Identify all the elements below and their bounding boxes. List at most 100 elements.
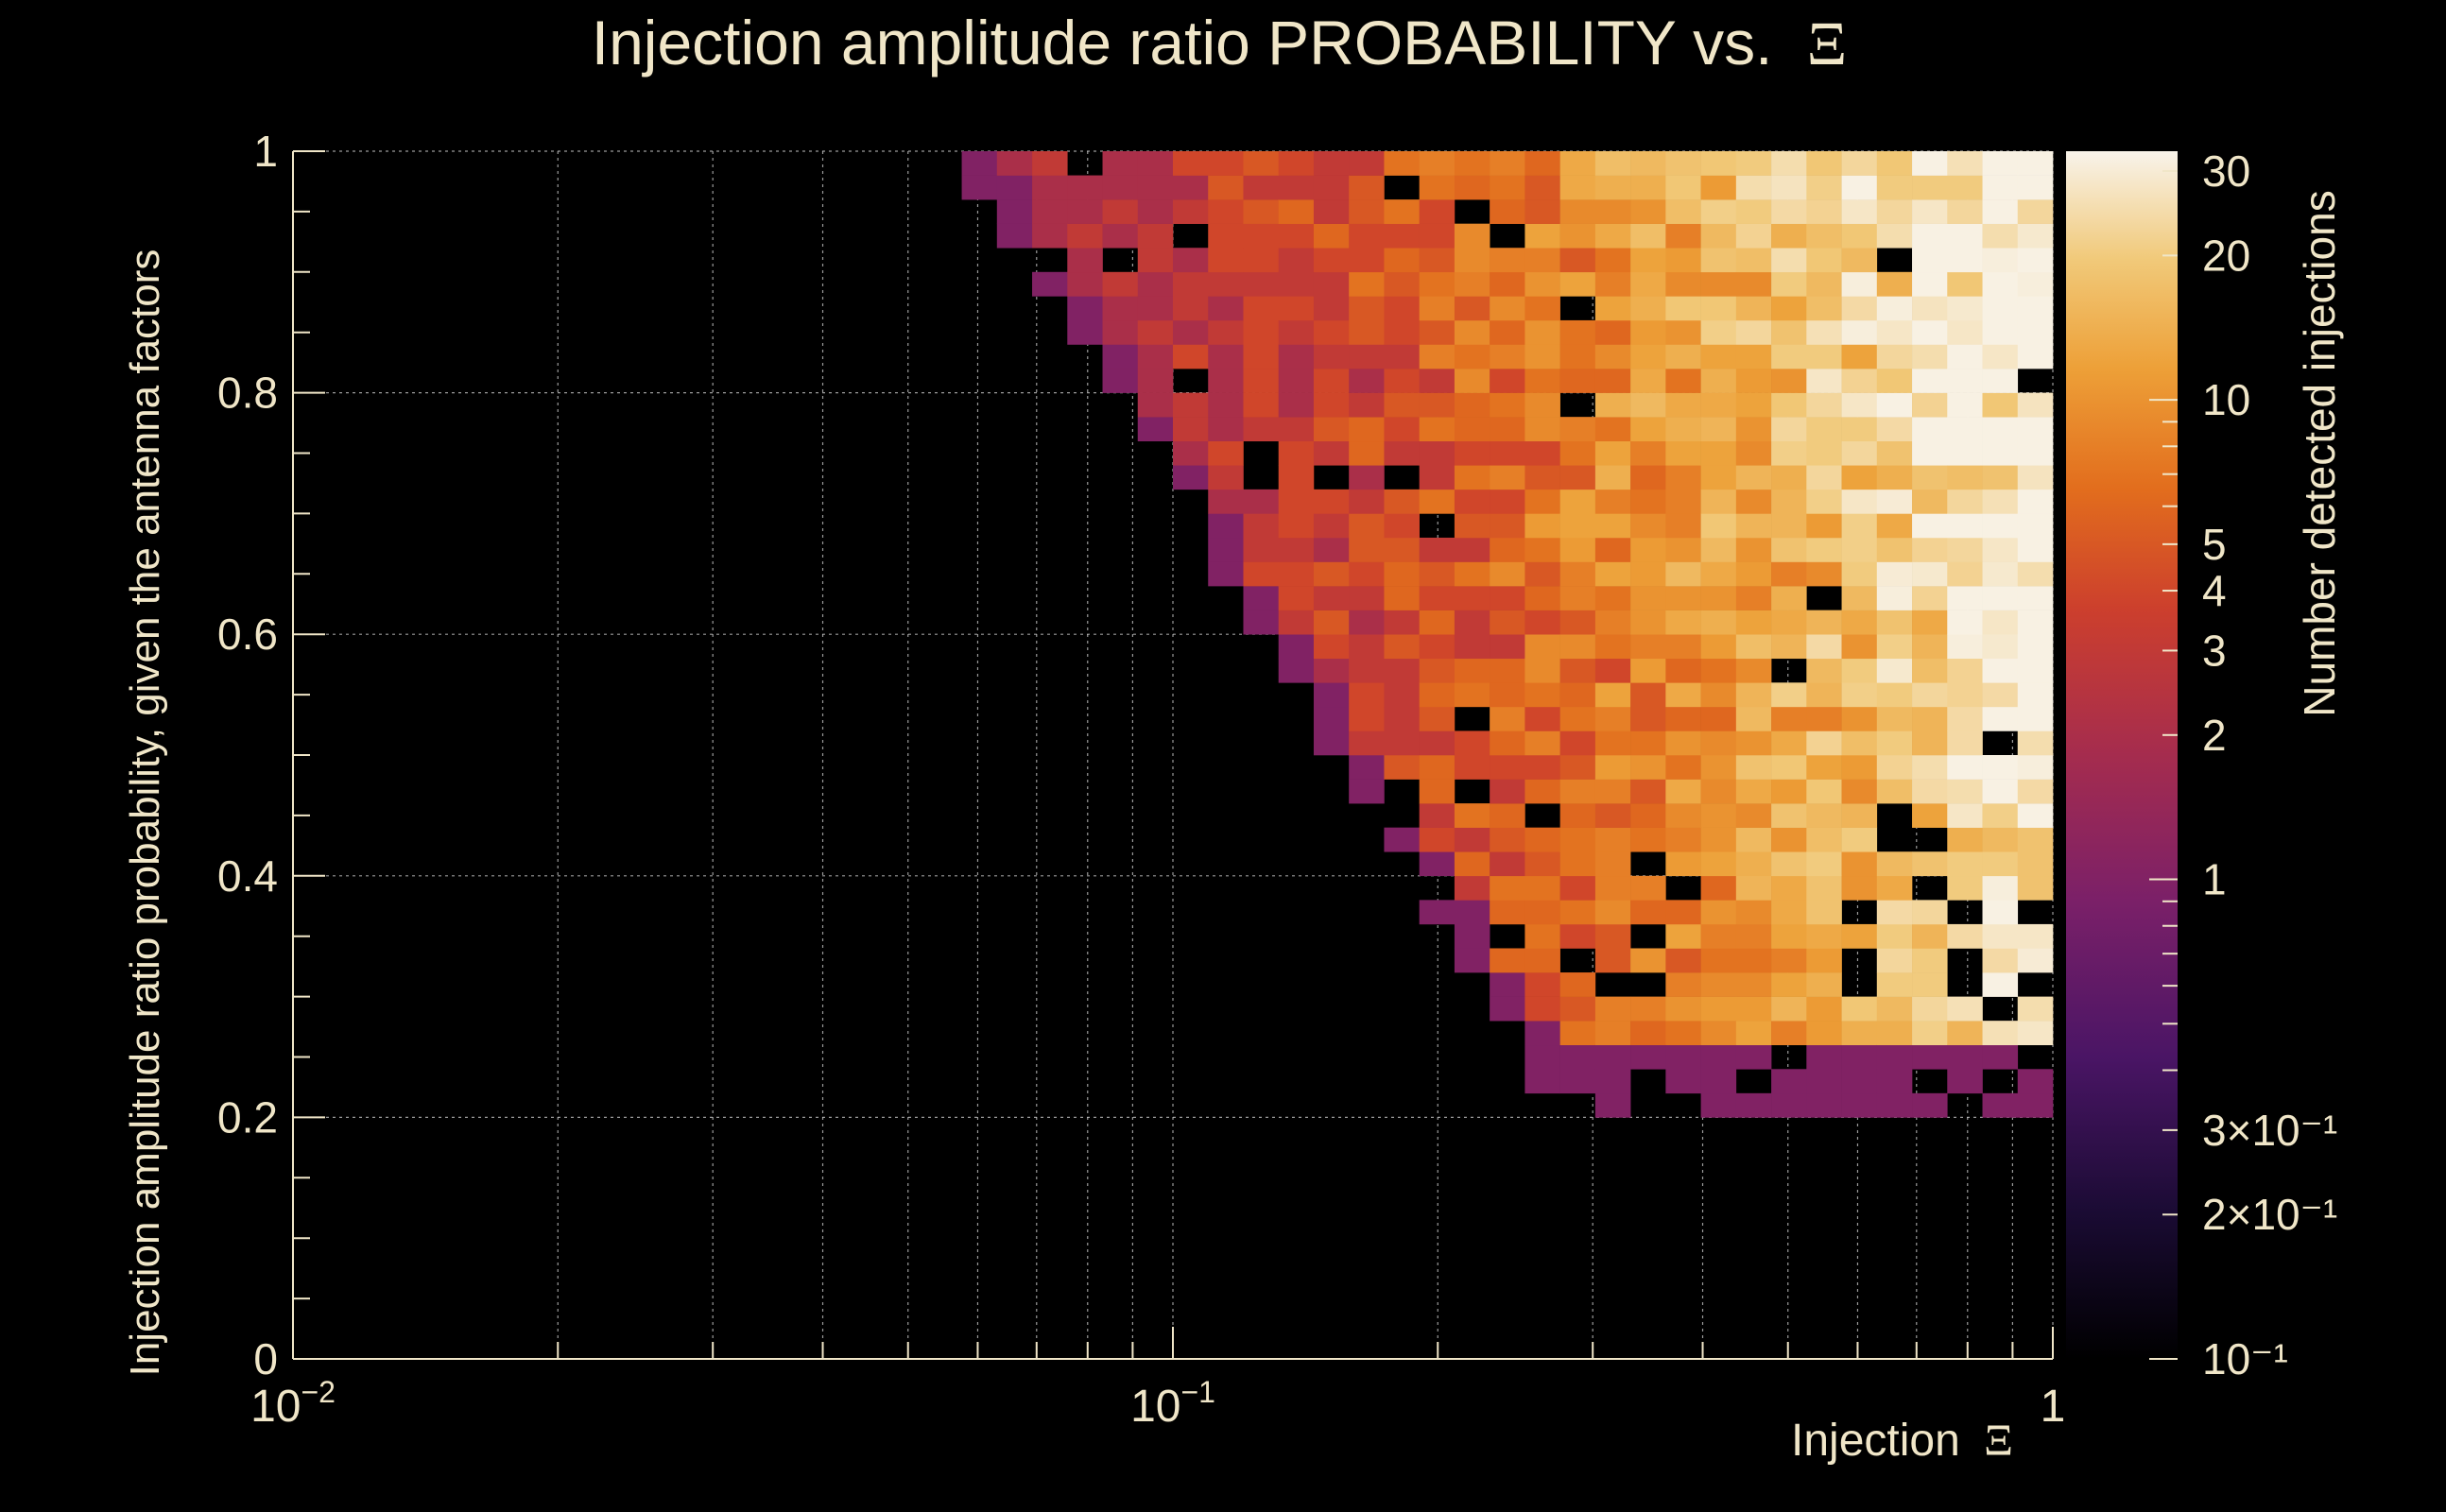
- heatmap-cell: [1559, 465, 1596, 490]
- heatmap-cell: [1841, 561, 1878, 587]
- heatmap-cell: [1806, 779, 1842, 804]
- heatmap-cell: [1313, 610, 1350, 635]
- heatmap-cell: [1665, 271, 1701, 297]
- heatmap-cell: [1173, 392, 1209, 418]
- heatmap-cell: [1665, 440, 1701, 466]
- heatmap-cell: [1806, 271, 1842, 297]
- heatmap-cell: [1594, 730, 1631, 756]
- heatmap-cell: [1982, 1021, 2019, 1046]
- heatmap-cell: [1665, 755, 1701, 780]
- heatmap-cell: [1735, 996, 1772, 1022]
- heatmap-cell: [2017, 151, 2054, 176]
- heatmap-cell: [2017, 658, 2054, 683]
- heatmap-cell: [1735, 417, 1772, 442]
- y-tick-label: 1: [253, 127, 278, 176]
- heatmap-cell: [1665, 634, 1701, 660]
- heatmap-cell: [1594, 875, 1631, 901]
- heatmap-cell: [1102, 296, 1139, 321]
- heatmap-cell: [1243, 199, 1280, 224]
- heatmap-cell: [1912, 175, 1948, 200]
- heatmap-cell: [1490, 682, 1525, 708]
- heatmap-cell: [1594, 1021, 1631, 1046]
- heatmap-cell: [2017, 610, 2054, 635]
- heatmap-cell: [1524, 465, 1560, 490]
- heatmap-cell: [1243, 369, 1280, 393]
- heatmap-cell: [1278, 537, 1315, 562]
- heatmap-cell: [1700, 923, 1737, 949]
- heatmap-cell: [1806, 248, 1842, 273]
- heatmap-cell: [1524, 586, 1560, 610]
- heatmap-cell: [1841, 1044, 1878, 1070]
- heatmap-cell: [1912, 610, 1948, 635]
- heatmap-cell: [1524, 561, 1560, 587]
- heatmap-cell: [1524, 319, 1560, 345]
- heatmap-cell: [1594, 1092, 1631, 1118]
- heatmap-cell: [1982, 489, 2019, 514]
- heatmap-cell: [1665, 682, 1701, 708]
- heatmap-cell: [1876, 440, 1913, 466]
- heatmap-cell: [1208, 175, 1244, 200]
- heatmap-cell: [1173, 440, 1209, 466]
- heatmap-cell: [1982, 948, 2019, 973]
- heatmap-cell: [1806, 827, 1842, 852]
- heatmap-cell: [1137, 296, 1174, 321]
- heatmap-cell: [1947, 248, 1983, 273]
- heatmap-cell: [1419, 755, 1456, 780]
- heatmap-cell: [1841, 296, 1878, 321]
- heatmap-cell: [1806, 996, 1842, 1022]
- heatmap-cell: [1278, 586, 1315, 610]
- heatmap-cell: [1982, 923, 2019, 949]
- heatmap-cell: [1771, 199, 1807, 224]
- heatmap-cell: [1454, 948, 1490, 973]
- heatmap-cell: [1454, 827, 1490, 852]
- heatmap-cell: [1349, 271, 1385, 297]
- heatmap-cell: [1735, 803, 1772, 828]
- heatmap-cell: [1137, 271, 1174, 297]
- heatmap-cell: [1594, 537, 1631, 562]
- heatmap-cell: [1102, 271, 1139, 297]
- heatmap-cell: [1630, 223, 1666, 249]
- heatmap-cell: [1490, 319, 1525, 345]
- heatmap-cell: [1137, 392, 1174, 418]
- heatmap-cell: [1137, 223, 1174, 249]
- heatmap-cell: [1630, 996, 1666, 1022]
- heatmap-cell: [1208, 151, 1244, 176]
- heatmap-cell: [1594, 755, 1631, 780]
- heatmap-cell: [1454, 223, 1490, 249]
- heatmap-cell: [1771, 923, 1807, 949]
- heatmap-cell: [1559, 319, 1596, 345]
- heatmap-cell: [1700, 440, 1737, 466]
- heatmap-cell: [1278, 151, 1315, 176]
- heatmap-cell: [1630, 779, 1666, 804]
- heatmap-cell: [1947, 1069, 1983, 1094]
- heatmap-cell: [1594, 248, 1631, 273]
- heatmap-cell: [1630, 537, 1666, 562]
- heatmap-cell: [1594, 319, 1631, 345]
- heatmap-cell: [1559, 875, 1596, 901]
- heatmap-cell: [1841, 537, 1878, 562]
- heatmap-cell: [1912, 996, 1948, 1022]
- heatmap-cell: [1594, 151, 1631, 176]
- heatmap-cell: [1806, 175, 1842, 200]
- heatmap-cell: [1876, 779, 1913, 804]
- heatmap-cell: [1771, 610, 1807, 635]
- heatmap-cell: [1665, 827, 1701, 852]
- heatmap-cell: [1700, 682, 1737, 708]
- heatmap-cell: [1700, 417, 1737, 442]
- heatmap-cell: [1700, 489, 1737, 514]
- heatmap-cell: [1559, 561, 1596, 587]
- heatmap-cell: [1137, 151, 1174, 176]
- heatmap-cell: [1208, 248, 1244, 273]
- heatmap-cell: [1490, 271, 1525, 297]
- heatmap-cell: [1876, 1021, 1913, 1046]
- heatmap-cell: [1454, 900, 1490, 925]
- heatmap-cell: [1278, 658, 1315, 683]
- heatmap-cell: [1278, 199, 1315, 224]
- heatmap-cell: [1982, 561, 2019, 587]
- heatmap-cell: [1912, 199, 1948, 224]
- heatmap-cell: [1982, 586, 2019, 610]
- heatmap-cell: [2017, 730, 2054, 756]
- heatmap-cell: [1806, 803, 1842, 828]
- heatmap-cell: [1454, 851, 1490, 877]
- heatmap-cell: [1384, 730, 1420, 756]
